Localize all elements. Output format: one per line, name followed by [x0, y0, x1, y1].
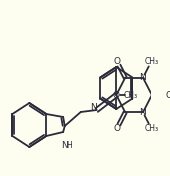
Text: N: N [61, 142, 67, 150]
Text: N: N [140, 108, 146, 117]
Text: CH₃: CH₃ [144, 57, 158, 66]
Text: O: O [113, 57, 120, 66]
Text: N: N [90, 103, 97, 112]
Text: CH₃: CH₃ [123, 90, 138, 99]
Text: N: N [140, 73, 146, 82]
Text: CH₃: CH₃ [144, 124, 158, 133]
Text: O: O [113, 124, 120, 133]
Text: O: O [165, 90, 170, 99]
Text: H: H [66, 142, 72, 150]
Text: O: O [113, 90, 120, 99]
